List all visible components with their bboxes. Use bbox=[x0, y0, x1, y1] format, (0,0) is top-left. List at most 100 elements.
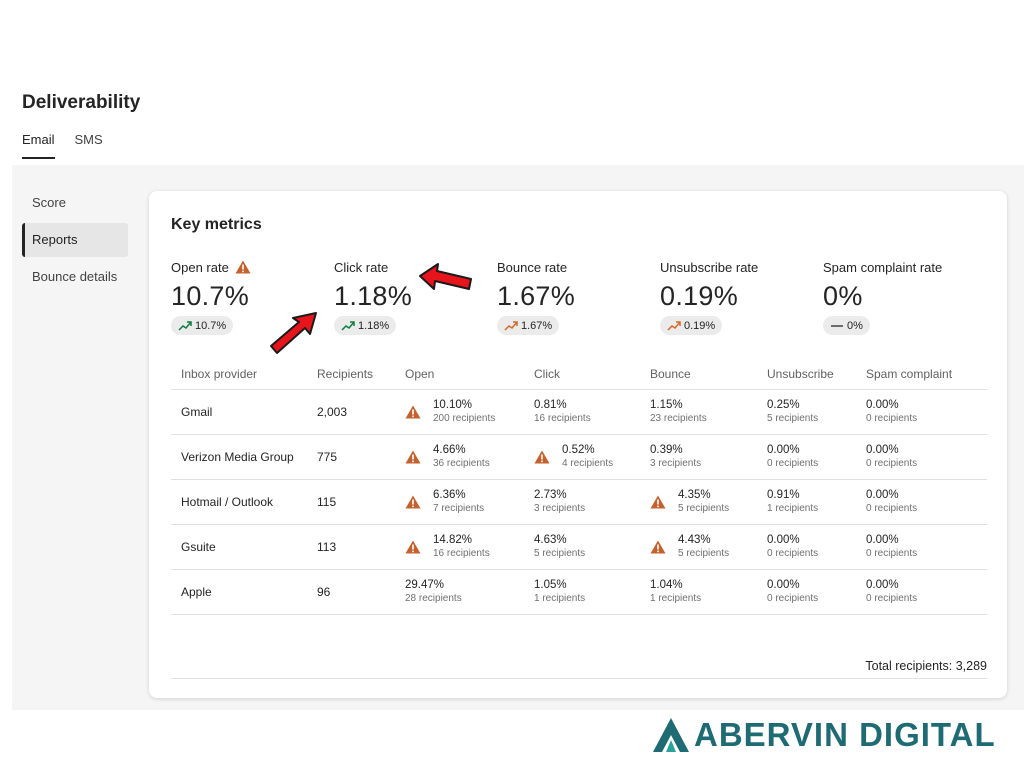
total-recipients: Total recipients: 3,289 bbox=[865, 659, 987, 673]
warning-icon[interactable] bbox=[405, 495, 421, 509]
metric-bounce-rate: Bounce rate 1.67% 1.67% bbox=[497, 259, 647, 336]
trend-up-icon bbox=[341, 320, 355, 331]
recipient-count: 28 recipients bbox=[405, 593, 462, 604]
warning-icon[interactable] bbox=[650, 495, 666, 509]
recipients-count: 115 bbox=[317, 495, 337, 509]
warning-icon[interactable] bbox=[405, 405, 421, 419]
recipient-count: 200 recipients bbox=[433, 413, 496, 424]
tab-sms[interactable]: SMS bbox=[74, 132, 103, 147]
click-cell: 2.73% 3 recipients bbox=[534, 488, 650, 516]
spam-cell: 0.00% 0 recipients bbox=[866, 398, 987, 426]
metric-unsubscribe-rate: Unsubscribe rate 0.19% 0.19% bbox=[660, 259, 810, 336]
rate-value: 1.04% bbox=[650, 579, 683, 591]
table-header: Inbox provider Recipients Open Click Bou… bbox=[171, 359, 987, 390]
spam-cell: 0.00% 0 recipients bbox=[866, 488, 987, 516]
click-cell: 4.63% 5 recipients bbox=[534, 533, 650, 561]
rate-value: 0.00% bbox=[767, 534, 800, 546]
rate-value: 4.63% bbox=[534, 534, 567, 546]
warning-icon[interactable] bbox=[405, 450, 421, 464]
recipient-count: 5 recipients bbox=[678, 548, 730, 559]
column-header[interactable]: Recipients bbox=[317, 367, 374, 381]
warning-icon[interactable] bbox=[534, 450, 550, 464]
column-header[interactable]: Open bbox=[405, 367, 435, 381]
sidebar-item-score[interactable]: Score bbox=[32, 195, 66, 210]
metric-label: Bounce rate bbox=[497, 259, 568, 275]
recipient-count: 5 recipients bbox=[534, 548, 586, 559]
recipient-count: 4 recipients bbox=[562, 458, 614, 469]
open-cell: 6.36% 7 recipients bbox=[405, 488, 534, 516]
recipient-count: 7 recipients bbox=[433, 503, 485, 514]
provider-name: Apple bbox=[181, 585, 212, 599]
annotation-arrow-icon bbox=[419, 263, 472, 290]
table-row: Verizon Media Group 775 4.66% 36 recipien… bbox=[171, 435, 987, 480]
rate-value: 0.00% bbox=[767, 579, 800, 591]
recipients-count: 113 bbox=[317, 540, 337, 554]
spam-cell: 0.00% 0 recipients bbox=[866, 578, 987, 606]
provider-name: Gsuite bbox=[181, 540, 216, 554]
sidebar-item-reports[interactable]: Reports bbox=[22, 223, 128, 257]
total-value: 3,289 bbox=[955, 659, 987, 673]
rate-value: 0.00% bbox=[866, 534, 899, 546]
warning-icon[interactable] bbox=[235, 260, 251, 274]
rate-value: 0.00% bbox=[866, 489, 899, 501]
rate-value: 0.39% bbox=[650, 444, 683, 456]
warning-icon[interactable] bbox=[650, 540, 666, 554]
total-label: Total recipients: bbox=[865, 659, 953, 673]
table-row: Apple 96 29.47% 28 recipients 1.05% 1 reci… bbox=[171, 570, 987, 615]
bounce-cell: 0.39% 3 recipients bbox=[650, 443, 767, 471]
trend-value: 1.18% bbox=[358, 319, 390, 332]
recipient-count: 0 recipients bbox=[767, 548, 819, 559]
open-cell: 29.47% 28 recipients bbox=[405, 578, 534, 606]
rate-value: 0.81% bbox=[534, 399, 567, 411]
rate-value: 1.15% bbox=[650, 399, 683, 411]
rate-value: 10.10% bbox=[433, 399, 473, 411]
brand-logo: ABERVIN DIGITAL bbox=[652, 715, 996, 755]
spam-cell: 0.00% 0 recipients bbox=[866, 533, 987, 561]
tab-email[interactable]: Email bbox=[22, 132, 55, 159]
trend-badge: 1.67% bbox=[497, 316, 560, 335]
trend-up-icon bbox=[178, 320, 192, 331]
recipient-count: 1 recipients bbox=[650, 593, 702, 604]
provider-name: Gmail bbox=[181, 405, 213, 419]
metric-label: Open rate bbox=[171, 259, 229, 275]
logo-mark-icon bbox=[653, 718, 689, 752]
bounce-cell: 4.43% 5 recipients bbox=[650, 533, 767, 561]
metric-value: 0% bbox=[823, 281, 863, 311]
trend-value: 0.19% bbox=[684, 319, 716, 332]
recipient-count: 5 recipients bbox=[678, 503, 730, 514]
unsubscribe-cell: 0.00% 0 recipients bbox=[767, 443, 866, 471]
recipient-count: 5 recipients bbox=[767, 413, 819, 424]
recipient-count: 16 recipients bbox=[433, 548, 490, 559]
brand-name: ABERVIN DIGITAL bbox=[694, 716, 996, 753]
trend-up-icon bbox=[667, 320, 681, 331]
column-header[interactable]: Unsubscribe bbox=[767, 367, 834, 381]
table-row: Hotmail / Outlook 115 6.36% 7 recipients … bbox=[171, 480, 987, 525]
rate-value: 0.00% bbox=[866, 579, 899, 591]
unsubscribe-cell: 0.00% 0 recipients bbox=[767, 578, 866, 606]
rate-value: 0.25% bbox=[767, 399, 800, 411]
recipient-count: 36 recipients bbox=[433, 458, 490, 469]
open-cell: 14.82% 16 recipients bbox=[405, 533, 534, 561]
metric-value: 1.18% bbox=[334, 281, 413, 311]
channel-tabs: Email SMS bbox=[22, 132, 103, 159]
column-header[interactable]: Spam complaint bbox=[866, 367, 953, 381]
recipient-count: 3 recipients bbox=[534, 503, 586, 514]
recipient-count: 1 recipients bbox=[767, 503, 819, 514]
rate-value: 14.82% bbox=[433, 534, 473, 546]
sidebar-item-bounce-details[interactable]: Bounce details bbox=[32, 269, 118, 284]
spam-cell: 0.00% 0 recipients bbox=[866, 443, 987, 471]
column-header[interactable]: Inbox provider bbox=[181, 367, 258, 381]
warning-icon[interactable] bbox=[405, 540, 421, 554]
bounce-cell: 4.35% 5 recipients bbox=[650, 488, 767, 516]
rate-value: 1.05% bbox=[534, 579, 567, 591]
rate-value: 2.73% bbox=[534, 489, 567, 501]
column-header[interactable]: Bounce bbox=[650, 367, 691, 381]
table-footer-divider bbox=[171, 615, 987, 679]
trend-badge: 0% bbox=[823, 316, 870, 335]
unsubscribe-cell: 0.00% 0 recipients bbox=[767, 533, 866, 561]
recipient-count: 0 recipients bbox=[866, 548, 918, 559]
column-header[interactable]: Click bbox=[534, 367, 560, 381]
rate-value: 6.36% bbox=[433, 489, 466, 501]
recipient-count: 0 recipients bbox=[767, 458, 819, 469]
rate-value: 0.00% bbox=[767, 444, 800, 456]
